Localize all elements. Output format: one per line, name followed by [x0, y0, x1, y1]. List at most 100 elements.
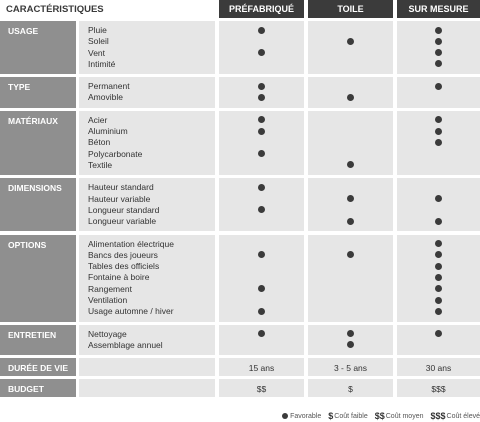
feature-label: Vent — [88, 47, 106, 58]
feature-label: Pluie — [88, 25, 107, 35]
section-items-block: Alimentation électrique Bancs des joueurs… — [79, 234, 215, 322]
section-label: USAGE — [0, 21, 76, 75]
legend-favorable: Favorable — [282, 413, 321, 420]
feature-label: Usage automne / hiver — [88, 306, 174, 317]
favorable-dot-icon — [258, 82, 265, 90]
value-cell: $$$ — [397, 379, 480, 398]
favorable-dot-icon — [258, 251, 265, 259]
comparison-table: CARACTÉRISTIQUES PRÉFABRIQUÉ TOILE SUR MESU… — [0, 0, 480, 398]
column-header: SUR MESURE — [397, 0, 480, 18]
favorable-dot-icon — [347, 37, 354, 45]
section-label: MATÉRIAUX — [0, 110, 76, 176]
favorable-dot-icon — [258, 26, 265, 34]
section-column-block — [308, 234, 393, 322]
section-label: TYPE — [0, 77, 76, 108]
value-text: $$ — [256, 384, 267, 395]
favorable-dot-icon — [347, 251, 354, 259]
legend-high-cost: $$$ Coût élevé — [431, 411, 480, 421]
section-column-block — [397, 324, 480, 356]
legend-high-label: Coût élevé — [446, 412, 480, 420]
feature-label: Amovible — [88, 92, 123, 103]
favorable-dot-icon — [258, 116, 265, 124]
feature-label: Longueur variable — [88, 216, 157, 227]
table-title: CARACTÉRISTIQUES — [6, 3, 104, 15]
value-text: 15 ans — [248, 363, 275, 374]
value-text: 3 - 5 ans — [333, 363, 368, 374]
favorable-dot-icon — [347, 195, 354, 203]
value-text: 30 ans — [425, 363, 452, 374]
favorable-dot-icon — [258, 49, 265, 57]
value-cell: 3 - 5 ans — [308, 358, 393, 377]
legend-mid-label: Coût moyen — [385, 412, 424, 420]
favorable-dot-icon — [435, 82, 442, 90]
feature-label: Acier — [88, 114, 108, 125]
legend-high-symbol: $$$ — [430, 411, 446, 421]
legend-favorable-label: Favorable — [290, 412, 322, 420]
section-column-block — [308, 178, 393, 232]
favorable-dot-icon — [435, 296, 442, 304]
section-column-block — [397, 77, 480, 108]
favorable-dot-icon — [435, 127, 442, 135]
section-items-block: Hauteur standard Hauteur variable Longueur… — [79, 178, 215, 232]
favorable-dot-icon — [258, 127, 265, 135]
feature-label: Fontaine à boire — [88, 272, 150, 283]
dot-icon — [282, 413, 289, 419]
favorable-dot-icon — [347, 341, 354, 349]
legend-low-cost: $ Coût faible — [328, 411, 367, 421]
feature-label: Polycarbonate — [88, 148, 143, 159]
section-column-block — [219, 234, 304, 322]
feature-label: Rangement — [88, 283, 132, 294]
feature-label: Tables des officiels — [88, 261, 160, 272]
feature-label: Hauteur standard — [88, 182, 154, 193]
value-cell: $$ — [219, 379, 304, 398]
value-cell: 15 ans — [219, 358, 304, 377]
feature-label: Hauteur variable — [88, 193, 151, 204]
favorable-dot-icon — [258, 183, 265, 191]
favorable-dot-icon — [435, 307, 442, 315]
feature-label: Alimentation électrique — [88, 238, 174, 249]
feature-label: Bancs des joueurs — [88, 249, 158, 260]
section-column-block — [219, 21, 304, 75]
section-items-block: Pluie Soleil Vent Intimité — [79, 21, 215, 75]
value-text: $$$ — [431, 384, 446, 395]
section-items-block: Nettoyage Assemblage annuel — [79, 324, 215, 356]
feature-label: Aluminium — [88, 126, 128, 137]
section-label: DIMENSIONS — [0, 178, 76, 232]
section-column-block — [308, 324, 393, 356]
section-column-block — [397, 234, 480, 322]
section-items-block — [79, 358, 215, 377]
favorable-dot-icon — [435, 116, 442, 124]
favorable-dot-icon — [435, 26, 442, 34]
favorable-dot-icon — [435, 195, 442, 203]
section-label: OPTIONS — [0, 234, 76, 322]
section-column-block — [219, 178, 304, 232]
section-column-block — [219, 110, 304, 176]
favorable-dot-icon — [435, 285, 442, 293]
feature-label: Soleil — [88, 36, 109, 47]
favorable-dot-icon — [347, 217, 354, 225]
favorable-dot-icon — [435, 138, 442, 146]
value-cell: $ — [308, 379, 393, 398]
favorable-dot-icon — [258, 307, 265, 315]
feature-label: Ventilation — [88, 295, 128, 305]
favorable-dot-icon — [258, 206, 265, 214]
section-label: BUDGET — [0, 379, 76, 398]
feature-label: Permanent — [88, 81, 130, 92]
favorable-dot-icon — [435, 273, 442, 281]
legend-mid-symbol: $$ — [374, 411, 385, 421]
feature-label: Nettoyage — [88, 328, 127, 339]
favorable-dot-icon — [347, 93, 354, 101]
feature-label: Béton — [88, 137, 111, 148]
section-items-block: Permanent Amovible — [79, 77, 215, 108]
section-column-block — [308, 21, 393, 75]
favorable-dot-icon — [435, 251, 442, 259]
section-items-block — [79, 379, 215, 398]
section-column-block — [219, 324, 304, 356]
favorable-dot-icon — [435, 262, 442, 270]
section-column-block — [397, 178, 480, 232]
feature-label: Assemblage annuel — [88, 339, 163, 350]
section-column-block — [308, 77, 393, 108]
favorable-dot-icon — [435, 60, 442, 68]
section-items-block: Acier Aluminium Béton Polycarbonate Textile — [79, 110, 215, 176]
section-label: DURÉE DE VIE — [0, 358, 76, 377]
